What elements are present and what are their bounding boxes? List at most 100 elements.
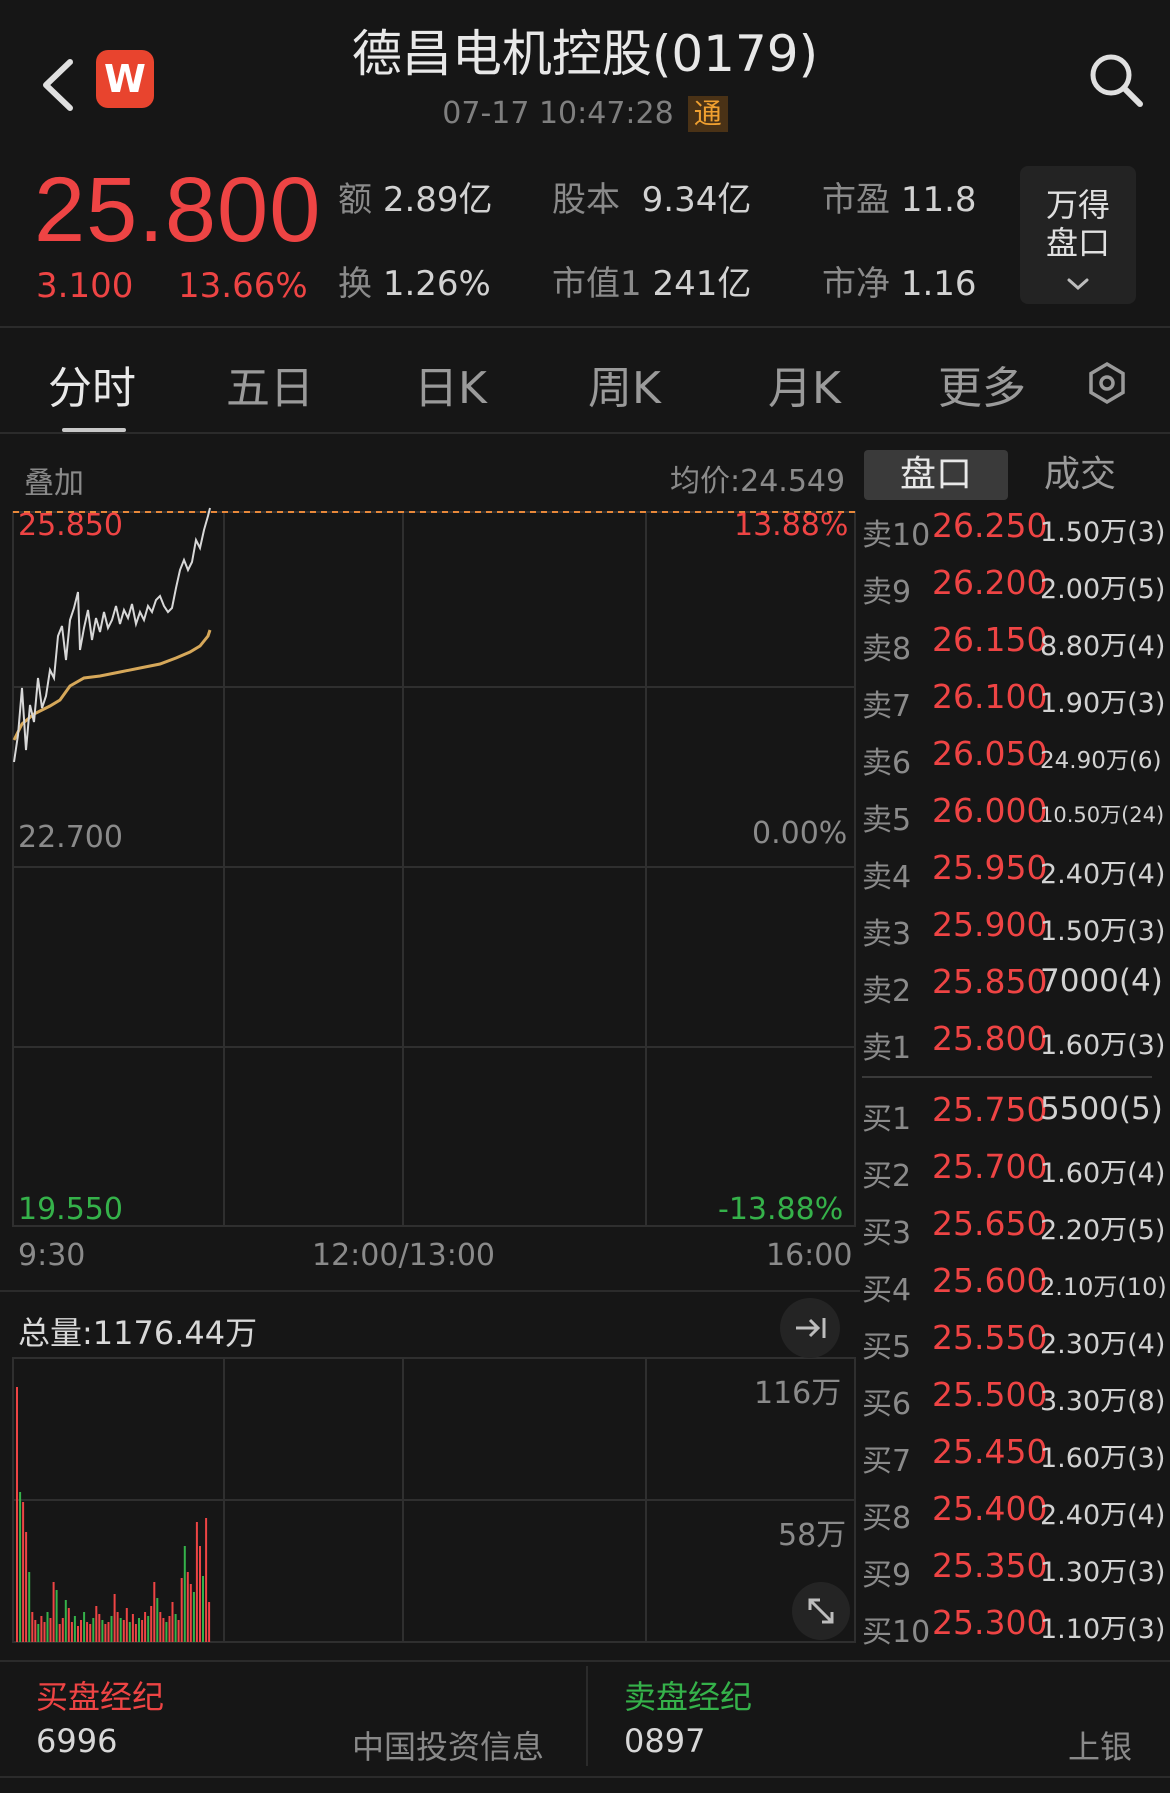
avg-price-line: [12, 629, 212, 741]
tab-orderbook[interactable]: 盘口: [864, 450, 1008, 500]
volume-bar: [150, 1606, 153, 1642]
tab-monthly-k[interactable]: 月K: [768, 363, 841, 414]
ask-row[interactable]: 卖4 25.950 2.40万(4): [862, 844, 1166, 901]
bid-row[interactable]: 买6 25.500 3.30万(8): [862, 1371, 1166, 1428]
avg-price-label: 均价:24.549: [670, 464, 846, 499]
price-mid-label: 22.700: [18, 820, 123, 855]
ask-row[interactable]: 卖7 26.100 1.90万(3): [862, 673, 1166, 730]
ask-price: 26.200: [932, 563, 1048, 602]
bid-row[interactable]: 买7 25.450 1.60万(3): [862, 1428, 1166, 1485]
bid-volume: 2.30万(4): [1040, 1329, 1166, 1360]
ask-volume: 7000(4): [1040, 963, 1163, 999]
tab-more[interactable]: 更多: [938, 363, 1026, 414]
ask-price: 26.250: [932, 506, 1048, 545]
chart-settings-button[interactable]: [1082, 358, 1132, 408]
volume-bar: [134, 1624, 137, 1642]
volume-bar: [119, 1618, 122, 1642]
sell-broker-title: 卖盘经纪: [624, 1678, 753, 1716]
volume-bar: [67, 1608, 70, 1642]
ask-row[interactable]: 卖6 26.050 24.90万(6): [862, 730, 1162, 787]
ask-label: 卖1: [862, 1031, 912, 1066]
ask-row[interactable]: 卖1 25.800 1.60万(3): [862, 1015, 1165, 1072]
bid-row[interactable]: 买9 25.350 1.30万(3): [862, 1542, 1165, 1599]
bid-label: 买5: [862, 1330, 912, 1365]
volume-bar: [86, 1622, 89, 1642]
ask-row[interactable]: 卖9 26.200 2.00万(5): [862, 559, 1165, 616]
bid-volume: 2.20万(5): [1040, 1215, 1166, 1246]
chevron-left-icon: [43, 59, 73, 111]
volume-bar: [113, 1594, 116, 1642]
tab-intraday[interactable]: 分时: [48, 363, 136, 414]
volume-bar: [177, 1620, 180, 1642]
bid-row[interactable]: 买1 25.750 5500(5): [862, 1086, 1163, 1143]
volume-bar: [28, 1572, 31, 1642]
bid-row[interactable]: 买8 25.400 2.40万(4): [862, 1485, 1165, 1542]
ask-volume: 8.80万(4): [1040, 631, 1166, 662]
ask-price: 26.100: [932, 677, 1048, 716]
buy-broker-name[interactable]: 中国投资信息: [352, 1728, 545, 1766]
bid-label: 买6: [862, 1387, 912, 1422]
volume-bar: [138, 1618, 140, 1642]
last-price: 25.800: [34, 159, 322, 261]
pct-low-label: -13.88%: [718, 1192, 844, 1227]
volume-bar: [116, 1612, 119, 1642]
tab-five-day[interactable]: 五日: [226, 363, 314, 414]
ask-row[interactable]: 卖8 26.150 8.80万(4): [862, 616, 1166, 673]
ask-row[interactable]: 卖10 26.250 1.50万(3): [862, 502, 1165, 559]
ask-label: 卖8: [862, 632, 912, 667]
bid-row[interactable]: 买3 25.650 2.20万(5): [862, 1200, 1166, 1257]
bid-price: 25.500: [932, 1375, 1048, 1414]
quote-subtitle: 07-17 10:47:28 通: [0, 96, 1170, 132]
vol-max-label: 116万: [754, 1376, 842, 1411]
search-button[interactable]: [1086, 50, 1146, 110]
pct-mid-label: 0.00%: [752, 816, 848, 851]
ask-row[interactable]: 卖3 25.900 1.50万(3): [862, 901, 1166, 958]
sell-broker-name[interactable]: 上银: [1068, 1728, 1133, 1766]
bid-price: 25.700: [932, 1147, 1048, 1186]
bid-volume: 3.30万(8): [1040, 1386, 1166, 1417]
bid-volume: 1.60万(3): [1040, 1443, 1166, 1474]
bid-row[interactable]: 买2 25.700 1.60万(4): [862, 1143, 1165, 1200]
bid-label: 买8: [862, 1501, 912, 1536]
ask-label: 卖4: [862, 860, 912, 895]
stat-turnover-amount: 额 2.89亿: [338, 180, 493, 220]
divider: [0, 1776, 1170, 1778]
sell-broker-code[interactable]: 0897: [624, 1722, 706, 1760]
bid-row[interactable]: 买10 25.300 1.10万(3): [862, 1599, 1165, 1656]
time-mid-label: 12:00/13:00: [312, 1238, 496, 1273]
volume-bar: [131, 1614, 134, 1642]
tab-weekly-k[interactable]: 周K: [588, 363, 661, 414]
buy-broker-code[interactable]: 6996: [36, 1722, 118, 1760]
intraday-chart[interactable]: [0, 500, 860, 1660]
ask-row[interactable]: 卖2 25.850 7000(4): [862, 958, 1163, 1015]
quote-datetime: 07-17 10:47:28: [442, 96, 674, 131]
price-change-pct: 13.66%: [178, 266, 308, 306]
volume-bar: [159, 1612, 162, 1642]
wind-button-line1: 万得: [1045, 186, 1110, 224]
broker-divider: [586, 1666, 588, 1766]
ask-row[interactable]: 卖5 26.000 10.50万(24): [862, 787, 1164, 844]
volume-bar: [189, 1584, 192, 1642]
wind-orderbook-button[interactable]: 万得 盘口: [1020, 166, 1136, 304]
tab-active-indicator: [62, 428, 126, 432]
back-button[interactable]: [36, 52, 86, 118]
ask-volume: 2.40万(4): [1040, 859, 1166, 890]
bid-price: 25.300: [932, 1603, 1048, 1642]
bid-row[interactable]: 买5 25.550 2.30万(4): [862, 1314, 1166, 1371]
volume-bar: [25, 1532, 28, 1642]
bid-price: 25.400: [932, 1489, 1048, 1528]
tab-daily-k[interactable]: 日K: [414, 363, 487, 414]
volume-bar: [37, 1624, 40, 1642]
fullscreen-button[interactable]: [792, 1582, 850, 1640]
volume-bar: [92, 1618, 95, 1642]
ask-volume: 1.50万(3): [1040, 916, 1166, 947]
expand-right-button[interactable]: [780, 1298, 840, 1358]
bid-row[interactable]: 买4 25.600 2.10万(10): [862, 1257, 1167, 1314]
overlay-button[interactable]: 叠加: [24, 466, 84, 501]
bid-price: 25.750: [932, 1090, 1048, 1129]
stat-pe: 市盈 11.8: [822, 180, 977, 220]
ask-price: 25.950: [932, 848, 1048, 887]
ask-volume: 1.90万(3): [1040, 688, 1166, 719]
tab-trades[interactable]: 成交: [1043, 454, 1116, 495]
volume-bar: [61, 1618, 64, 1642]
